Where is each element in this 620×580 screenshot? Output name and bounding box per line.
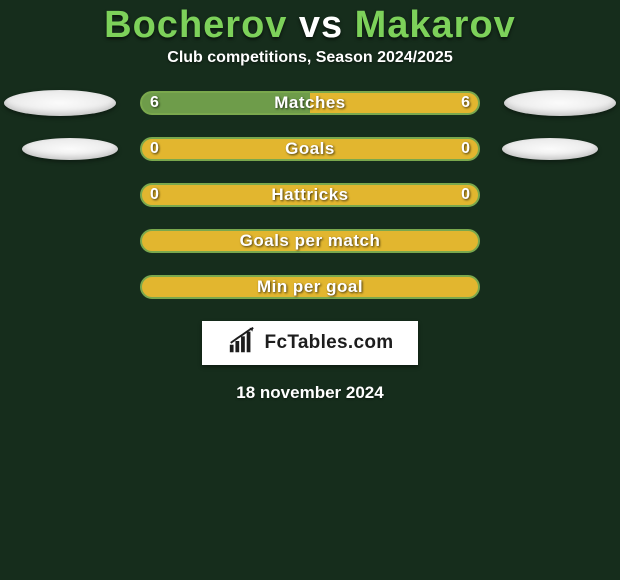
player2-name: Makarov — [355, 4, 516, 46]
stat-row: Hattricks 0 0 — [0, 183, 620, 207]
page-title: Bocherov vs Makarov — [104, 4, 516, 47]
stat-value-right: 6 — [461, 91, 470, 115]
value-pill-right — [502, 138, 598, 160]
stat-label: Goals — [285, 139, 335, 159]
stat-value-left: 6 — [150, 91, 159, 115]
stat-label: Matches — [274, 93, 346, 113]
value-pill-right — [504, 90, 616, 116]
stat-row: Goals 0 0 — [0, 137, 620, 161]
value-pill-left — [22, 138, 118, 160]
stat-value-right: 0 — [461, 137, 470, 161]
stat-bar: Matches — [140, 91, 480, 115]
stat-label: Hattricks — [271, 185, 348, 205]
stat-bar: Min per goal — [140, 275, 480, 299]
stat-bar: Hattricks — [140, 183, 480, 207]
vs-label: vs — [299, 4, 343, 46]
stat-bar: Goals — [140, 137, 480, 161]
stat-value-right: 0 — [461, 183, 470, 207]
snapshot-date: 18 november 2024 — [236, 383, 383, 403]
player1-name: Bocherov — [104, 4, 287, 46]
source-logo[interactable]: FcTables.com — [202, 321, 418, 365]
barchart-icon — [227, 326, 257, 361]
comparison-card: Bocherov vs Makarov Club competitions, S… — [0, 0, 620, 403]
logo-text: FcTables.com — [265, 332, 394, 354]
subtitle: Club competitions, Season 2024/2025 — [167, 49, 452, 67]
stat-label: Min per goal — [257, 277, 363, 297]
stats-list: Matches 6 6 Goals 0 0 Hattricks 0 0 Goals per mat… — [0, 91, 620, 299]
stat-value-left: 0 — [150, 183, 159, 207]
stat-bar: Goals per match — [140, 229, 480, 253]
stat-row: Goals per match — [0, 229, 620, 253]
stat-row: Min per goal — [0, 275, 620, 299]
stat-label: Goals per match — [240, 231, 381, 251]
stat-row: Matches 6 6 — [0, 91, 620, 115]
stat-value-left: 0 — [150, 137, 159, 161]
value-pill-left — [4, 90, 116, 116]
